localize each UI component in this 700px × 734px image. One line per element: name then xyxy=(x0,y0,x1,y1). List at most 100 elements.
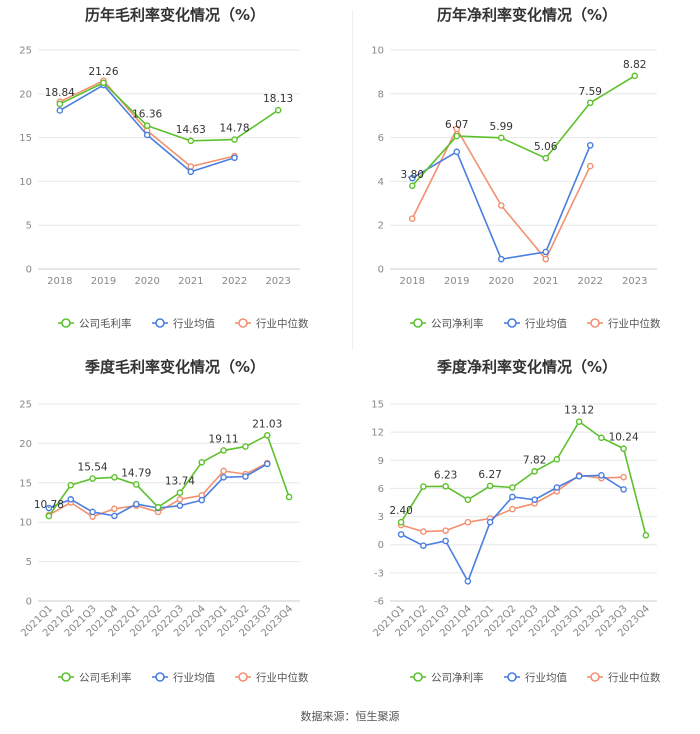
data-label: 5.99 xyxy=(490,121,513,133)
y-tick-label: 15 xyxy=(19,478,32,489)
series-line-company xyxy=(48,434,290,517)
data-point-company xyxy=(67,481,75,489)
data-point-avg xyxy=(397,531,405,538)
data-label: 7.82 xyxy=(523,454,546,466)
series-line-median xyxy=(400,474,624,533)
data-point-median xyxy=(420,528,427,535)
data-point-median xyxy=(464,518,472,526)
data-label: 21.03 xyxy=(252,418,282,430)
data-point-company xyxy=(453,132,461,140)
chart-title: 历年净利率变化情况（%） xyxy=(437,6,617,24)
data-point-avg xyxy=(542,248,550,256)
quarterly-net-margin-chart: 季度净利率变化情况（%） -6 -3 0 3 6 9 12 15 2021Q1 2021Q2 2021… xyxy=(352,352,700,702)
data-point-avg xyxy=(111,512,118,520)
data-point-company xyxy=(187,137,195,145)
legend-label: 行业均值 xyxy=(173,671,215,684)
legend-swatch-marker xyxy=(155,318,165,328)
data-point-company xyxy=(442,482,449,490)
y-tick-label: 20 xyxy=(19,439,32,450)
legend-swatch-marker xyxy=(155,672,165,682)
data-label: 8.82 xyxy=(623,59,646,71)
y-tick-label: 25 xyxy=(19,46,32,57)
data-point-company xyxy=(497,134,505,142)
data-point-avg xyxy=(442,537,449,545)
series-line-median xyxy=(411,128,591,260)
annual-net-margin-chart: 历年净利率变化情况（%） 0 2 4 6 8 10 2018 2019 2020 2021 2022 2… xyxy=(352,0,700,350)
y-tick-label: 2 xyxy=(378,221,384,232)
data-point-avg xyxy=(231,154,238,162)
data-point-company xyxy=(100,79,107,87)
x-tick-label: 2023 xyxy=(265,276,290,287)
legend-label: 公司毛利率 xyxy=(79,317,132,330)
data-label: 5.06 xyxy=(534,141,558,153)
data-point-company xyxy=(531,468,538,475)
data-point-avg xyxy=(509,493,516,501)
data-point-company xyxy=(620,445,627,452)
data-point-avg xyxy=(486,518,494,526)
y-tick-label: 20 xyxy=(19,89,32,100)
legend-swatch-marker xyxy=(590,672,600,682)
data-point-company xyxy=(486,482,494,490)
legend-swatch-marker xyxy=(61,318,71,328)
data-label: 6.07 xyxy=(445,119,468,131)
data-label: 2.40 xyxy=(389,505,412,517)
x-tick-label: 2022 xyxy=(222,276,247,287)
x-tick-label: 2019 xyxy=(91,276,116,287)
x-tick-label: 2021 xyxy=(533,276,558,287)
y-tick-label: 3 xyxy=(378,512,384,523)
data-point-company xyxy=(397,518,405,526)
x-tick-label: 2020 xyxy=(489,276,514,287)
data-point-company xyxy=(154,503,162,511)
data-label: 13.74 xyxy=(165,476,195,488)
legend-label: 公司净利率 xyxy=(431,671,484,684)
data-point-median xyxy=(620,473,627,481)
data-point-median xyxy=(453,125,461,133)
legend-label: 行业均值 xyxy=(525,671,567,684)
chart-title: 季度净利率变化情况（%） xyxy=(437,358,617,376)
series-line-avg xyxy=(400,474,625,583)
y-tick-label: 0 xyxy=(26,265,32,276)
data-point-company xyxy=(285,493,293,501)
chart-title: 季度毛利率变化情况（%） xyxy=(85,358,265,376)
y-tick-label: 10 xyxy=(19,518,32,529)
data-point-company xyxy=(509,484,516,491)
y-tick-label: 0 xyxy=(26,597,32,608)
data-point-company xyxy=(274,106,282,114)
data-point-median xyxy=(187,163,195,170)
data-point-median xyxy=(509,505,516,513)
data-label: 14.79 xyxy=(121,467,151,479)
data-point-avg xyxy=(143,131,151,139)
data-point-company xyxy=(586,99,594,107)
legend-label: 行业均值 xyxy=(173,317,215,330)
y-tick-label: 5 xyxy=(26,557,32,568)
data-label: 7.59 xyxy=(579,86,602,98)
data-label: 3.80 xyxy=(401,169,424,181)
data-point-company xyxy=(464,496,472,503)
y-tick-label: 10 xyxy=(19,177,32,188)
data-point-avg xyxy=(198,496,206,504)
data-label: 14.63 xyxy=(176,124,206,136)
data-label: 15.54 xyxy=(78,462,108,474)
legend-label: 行业中位数 xyxy=(608,671,661,684)
y-tick-label: 9 xyxy=(378,456,384,467)
data-label: 14.78 xyxy=(219,123,249,135)
legend-swatch-marker xyxy=(238,672,248,682)
y-tick-label: 0 xyxy=(378,540,384,551)
data-label: 18.13 xyxy=(263,93,293,105)
data-point-company xyxy=(89,475,96,482)
y-tick-label: 6 xyxy=(378,484,384,495)
data-point-median xyxy=(542,255,550,263)
x-tick-label: 2020 xyxy=(134,276,159,287)
data-label: 10.78 xyxy=(34,499,64,511)
data-source-note: 数据来源：恒生聚源 xyxy=(300,710,400,723)
data-point-company xyxy=(45,512,53,520)
x-tick-label: 2023 xyxy=(622,276,647,287)
data-point-company xyxy=(263,431,271,439)
data-point-company xyxy=(420,483,427,490)
data-point-avg xyxy=(575,472,583,480)
data-point-company xyxy=(143,122,151,129)
data-point-avg xyxy=(497,255,505,263)
data-point-company xyxy=(642,532,650,539)
y-tick-label: -3 xyxy=(374,568,384,579)
data-point-avg xyxy=(408,174,416,182)
